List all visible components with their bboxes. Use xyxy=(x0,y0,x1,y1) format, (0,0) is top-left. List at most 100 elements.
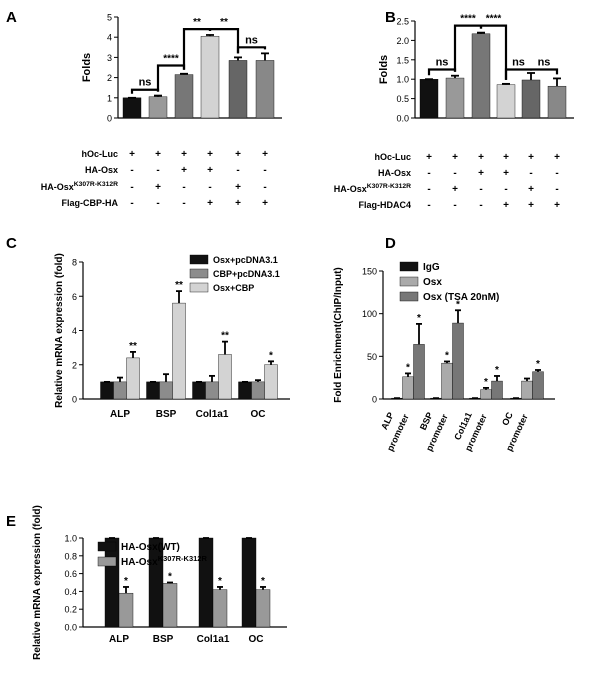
panel-d-significance-label: * xyxy=(536,359,540,370)
panel-a-condition-mark: + xyxy=(262,149,268,160)
panel-a-condition-mark: + xyxy=(235,182,241,193)
panel-e-y-tick-label: 0.4 xyxy=(64,587,77,597)
panel-b-condition-mark: + xyxy=(478,152,484,163)
panel-e-x-tick-label: Col1a1 xyxy=(197,634,230,645)
panel-b-condition-mark: + xyxy=(528,152,534,163)
panel-b-condition-mark: + xyxy=(503,168,509,179)
panel-a-condition-mark: + xyxy=(155,149,161,160)
panel-b-condition-mark: + xyxy=(528,200,534,211)
panel-a-condition-mark: - xyxy=(130,182,133,193)
panel-e-bar xyxy=(241,537,257,628)
panel-a-condition-mark: - xyxy=(156,198,159,209)
panel-e-significance-label: * xyxy=(218,576,222,587)
panel-d-legend-label: IgG xyxy=(423,262,440,273)
panel-a-bar xyxy=(228,60,248,119)
panel-b-bar xyxy=(471,33,491,119)
panel-a-condition-mark: - xyxy=(182,198,185,209)
panel-b-bar xyxy=(445,77,465,119)
panel-b-significance-label: ns xyxy=(512,57,525,69)
panel-c-bar xyxy=(113,381,127,400)
panel-b-significance-label: **** xyxy=(460,14,476,25)
panel-d-x-tick-label: ALP xyxy=(379,411,396,432)
panel-a-condition-mark: - xyxy=(130,198,133,209)
panel-c-label: C xyxy=(6,235,17,252)
panel-e-y-tick-label: 0.8 xyxy=(64,551,77,561)
panel-a-y-tick-label: 5 xyxy=(107,13,112,23)
panel-b-bar xyxy=(521,79,541,119)
panel-c-bar xyxy=(100,381,114,400)
panel-d-legend-swatch xyxy=(399,261,419,272)
panel-b-condition-mark: - xyxy=(504,184,507,195)
panel-d-y-axis-title: Fold Enrichment(ChIP/Input) xyxy=(333,267,344,403)
panel-a-y-tick-label: 4 xyxy=(107,33,112,43)
panel-b-condition-label-sup: K307R-K312R xyxy=(367,183,411,190)
panel-d-x-tick-label: OC xyxy=(500,410,515,427)
panel-d-legend-swatch xyxy=(399,276,419,287)
panel-d-bar xyxy=(441,362,453,400)
panel-e-bar xyxy=(255,589,271,628)
panel-e-y-tick-label: 0.0 xyxy=(64,623,77,633)
panel-a-condition-mark: + xyxy=(181,149,187,160)
panel-e-significance-label: * xyxy=(168,572,172,583)
panel-e-legend-label: HA-OsxK307R-K312R xyxy=(121,554,207,568)
panel-b-condition-mark: - xyxy=(453,200,456,211)
panel-c-bar xyxy=(238,381,252,400)
panel-c-bar xyxy=(205,381,219,400)
panel-e-legend-swatch xyxy=(97,556,117,567)
panel-a-significance-bracket xyxy=(208,28,240,54)
panel-b-condition-mark: - xyxy=(479,184,482,195)
panel-e-legend-label: HA-Osx(WT) xyxy=(121,542,180,553)
panel-d-y-tick-label: 100 xyxy=(362,309,377,319)
panel-a-bar xyxy=(200,35,220,119)
panel-a-condition-label: hOc-Luc xyxy=(81,149,118,159)
panel-c-legend-swatch xyxy=(189,268,209,279)
panel-c-significance-label: ** xyxy=(129,341,137,352)
panel-a-condition-label: HA-Osx xyxy=(85,165,118,175)
panel-a-bar xyxy=(255,60,275,119)
panel-b-condition-mark: + xyxy=(503,200,509,211)
panel-b-condition-mark: + xyxy=(452,184,458,195)
panel-c-y-tick-label: 6 xyxy=(72,292,77,302)
panel-b-significance-label: **** xyxy=(486,14,502,25)
panel-c-legend-label: Osx+pcDNA3.1 xyxy=(213,255,278,265)
panel-e-legend-swatch xyxy=(97,541,117,552)
panel-b-condition-mark: - xyxy=(555,168,558,179)
panel-b-condition-mark: + xyxy=(554,200,560,211)
panel-e-bar xyxy=(118,592,134,628)
panel-b-condition-mark: + xyxy=(554,152,560,163)
panel-c-significance-label: ** xyxy=(221,331,229,342)
panel-a-y-tick-label: 3 xyxy=(107,53,112,63)
panel-c-bar xyxy=(172,302,186,400)
panel-c-y-tick-label: 0 xyxy=(72,395,77,405)
panel-b-condition-label-base: HA-Osx xyxy=(334,184,367,194)
panel-c-legend-swatch xyxy=(189,254,209,265)
panel-d-bar xyxy=(491,380,503,400)
panel-a-condition-mark: - xyxy=(263,182,266,193)
panel-d-bar xyxy=(521,380,533,400)
panel-e-y-tick-label: 0.6 xyxy=(64,569,77,579)
panel-b-significance-bracket xyxy=(504,68,533,80)
panel-b-bar xyxy=(419,78,439,119)
panel-c-bar xyxy=(218,354,232,400)
panel-d-y-tick-label: 150 xyxy=(362,267,377,277)
panel-a-condition-mark: + xyxy=(262,198,268,209)
panel-a-condition-mark: + xyxy=(207,198,213,209)
panel-a-y-axis-title: Folds xyxy=(81,53,93,82)
panel-c-x-tick-label: ALP xyxy=(110,409,130,420)
panel-a-condition-label: Flag-CBP-HA xyxy=(62,198,119,208)
panel-b-condition-mark: + xyxy=(503,152,509,163)
panel-c-y-tick-label: 4 xyxy=(72,326,77,336)
panel-e-bar xyxy=(212,589,228,628)
panel-b-y-tick-label: 2.5 xyxy=(396,17,409,27)
panel-b-condition-mark: + xyxy=(528,184,534,195)
panel-d-bar xyxy=(402,376,414,400)
panel-b-condition-mark: - xyxy=(529,168,532,179)
panel-b-y-tick-label: 2.0 xyxy=(396,36,409,46)
panel-c-y-tick-label: 2 xyxy=(72,360,77,370)
panel-d-significance-label: * xyxy=(484,377,488,388)
panel-a-significance-label: ** xyxy=(220,17,228,28)
panel-c-legend-label: Osx+CBP xyxy=(213,283,254,293)
panel-e-x-tick-label: BSP xyxy=(153,634,174,645)
panel-a-condition-mark: - xyxy=(236,165,239,176)
